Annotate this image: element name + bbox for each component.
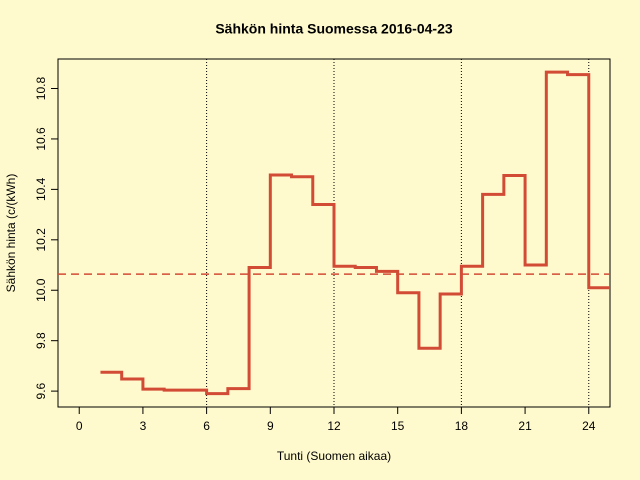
price-line bbox=[100, 70, 610, 396]
x-tick-label: 9 bbox=[267, 419, 274, 433]
x-tick-label: 15 bbox=[391, 419, 405, 433]
y-tick-label: 10.2 bbox=[34, 228, 48, 252]
x-tick-label: 21 bbox=[518, 419, 532, 433]
y-tick-label: 10.8 bbox=[34, 77, 48, 101]
x-tick-label: 12 bbox=[327, 419, 341, 433]
y-tick-label: 10.6 bbox=[34, 127, 48, 151]
x-tick-label: 3 bbox=[140, 419, 147, 433]
x-axis-label: Tunti (Suomen aikaa) bbox=[277, 449, 391, 463]
x-tick-label: 0 bbox=[76, 419, 83, 433]
chart-title: Sähkön hinta Suomessa 2016-04-23 bbox=[215, 21, 453, 37]
x-tick-label: 24 bbox=[582, 419, 596, 433]
x-tick-label: 6 bbox=[203, 419, 210, 433]
y-tick-label: 9.8 bbox=[34, 332, 48, 349]
y-tick-label: 10.0 bbox=[34, 278, 48, 302]
x-tick-label: 18 bbox=[455, 419, 469, 433]
y-tick-label: 9.6 bbox=[34, 382, 48, 399]
y-axis-label: Sähkön hinta (c/(kWh) bbox=[4, 174, 18, 293]
y-tick-label: 10.4 bbox=[34, 177, 48, 201]
